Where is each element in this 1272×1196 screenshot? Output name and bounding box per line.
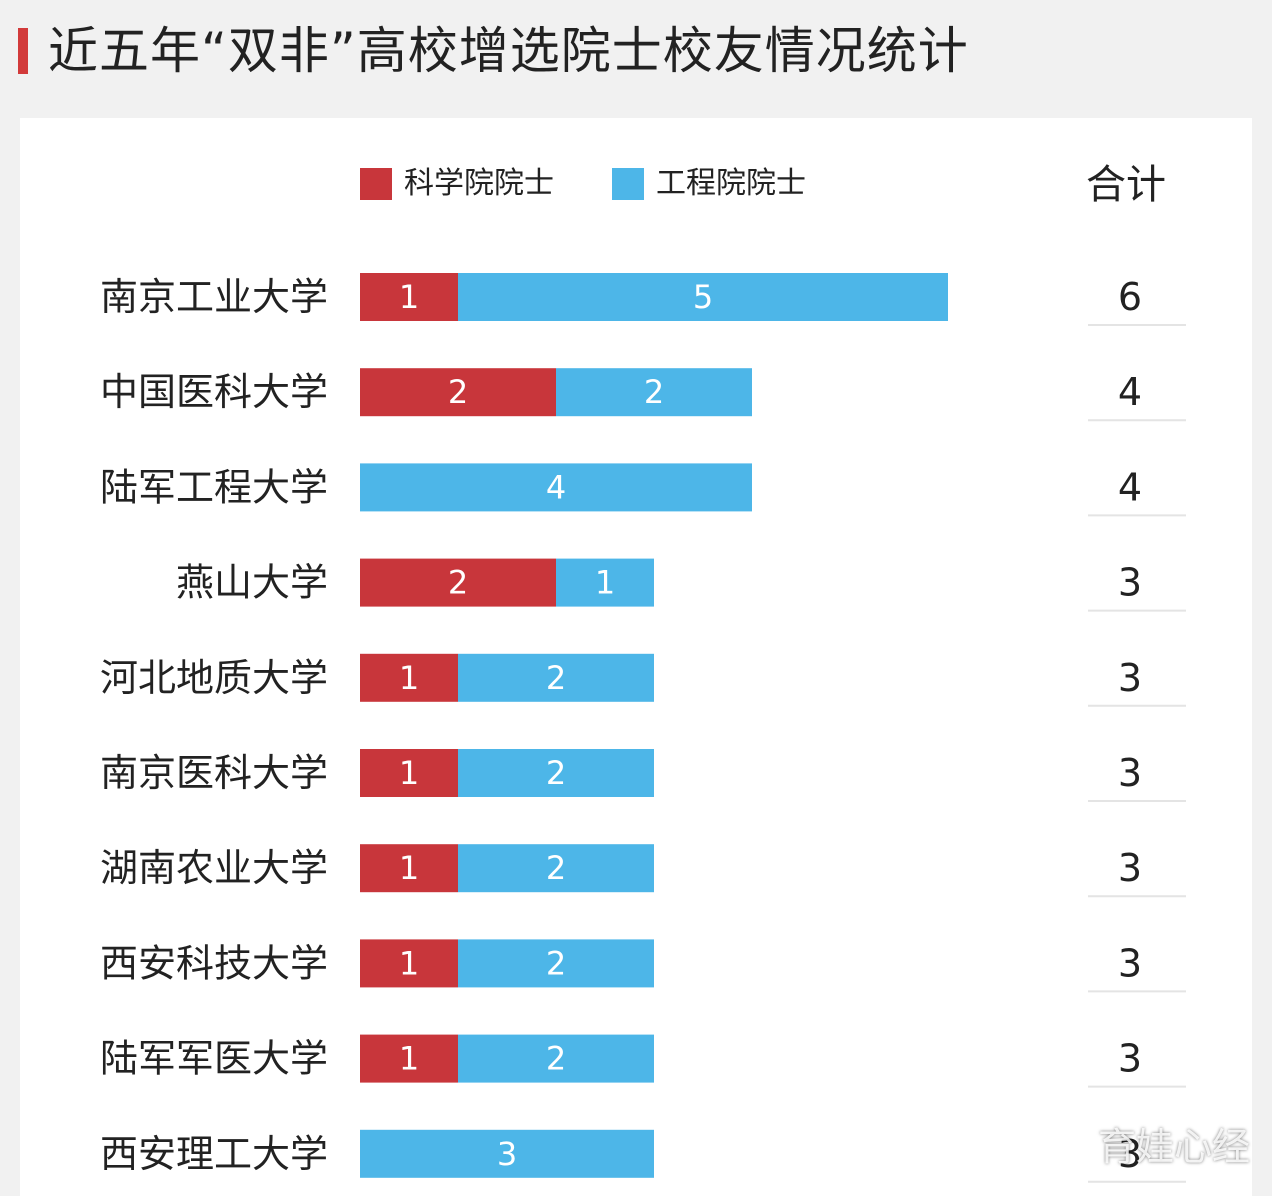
- category-label: 陆军军医大学: [100, 1037, 328, 1081]
- bar-engineering: [458, 273, 948, 321]
- legend-label-science: 科学院院士: [404, 166, 554, 201]
- bar-value-label: 3: [497, 1135, 517, 1173]
- bar-engineering: [458, 939, 654, 988]
- bar-science: [360, 844, 458, 893]
- bar-engineering: [556, 558, 654, 607]
- bar-value-label: 1: [399, 278, 419, 316]
- bar-value-label: 1: [399, 944, 419, 982]
- bar-value-label: 1: [399, 849, 419, 887]
- bar-value-label: 4: [546, 468, 566, 506]
- bar-value-label: 1: [399, 1040, 419, 1078]
- bar-engineering: [458, 653, 654, 702]
- bar-engineering: [458, 844, 654, 893]
- category-label: 湖南农业大学: [100, 846, 328, 890]
- bar-science: [360, 368, 556, 417]
- category-label: 燕山大学: [176, 561, 328, 605]
- bar-engineering: [458, 749, 654, 797]
- bar-science: [360, 749, 458, 797]
- legend-swatch-science: [360, 168, 392, 200]
- category-label: 南京工业大学: [100, 275, 328, 319]
- category-label: 西安科技大学: [100, 941, 328, 985]
- category-label: 陆军工程大学: [100, 465, 328, 509]
- bar-value-label: 2: [448, 373, 468, 411]
- bar-science: [360, 653, 458, 702]
- total-value: 3: [1118, 561, 1142, 605]
- title-accent-bar: [18, 28, 28, 74]
- bar-engineering: [556, 368, 752, 417]
- category-label: 西安理工大学: [100, 1132, 328, 1176]
- bar-science: [360, 939, 458, 988]
- category-label: 中国医科大学: [100, 370, 328, 414]
- total-value: 3: [1118, 656, 1142, 700]
- bar-value-label: 2: [546, 1040, 566, 1078]
- bar-engineering: [458, 1034, 654, 1083]
- bar-value-label: 5: [693, 278, 713, 316]
- legend-swatch-engineering: [612, 168, 644, 200]
- total-value: 3: [1118, 1132, 1142, 1176]
- bar-engineering: [360, 1129, 654, 1178]
- bar-value-label: 2: [546, 849, 566, 887]
- bar-value-label: 1: [399, 659, 419, 697]
- bar-science: [360, 273, 458, 321]
- bar-value-label: 1: [595, 564, 615, 602]
- total-value: 3: [1118, 846, 1142, 890]
- bar-science: [360, 558, 556, 607]
- total-value: 4: [1118, 370, 1142, 414]
- total-value: 3: [1118, 941, 1142, 985]
- bar-value-label: 2: [546, 659, 566, 697]
- total-value: 3: [1118, 1037, 1142, 1081]
- category-label: 南京医科大学: [100, 751, 328, 795]
- watermark: 育娃心经: [1097, 1125, 1250, 1169]
- bar-value-label: 2: [448, 564, 468, 602]
- category-label: 河北地质大学: [100, 656, 328, 700]
- legend-label-engineering: 工程院院士: [656, 166, 806, 201]
- bar-value-label: 1: [399, 754, 419, 792]
- chart-title: 近五年“双非”高校增选院士校友情况统计: [48, 22, 969, 80]
- total-value: 3: [1118, 751, 1142, 795]
- bar-science: [360, 1034, 458, 1083]
- bar-value-label: 2: [644, 373, 664, 411]
- totals-header: 合计: [1086, 162, 1166, 208]
- total-value: 6: [1118, 275, 1142, 319]
- bar-engineering: [360, 463, 752, 512]
- total-value: 4: [1118, 465, 1142, 509]
- bar-value-label: 2: [546, 944, 566, 982]
- bar-value-label: 2: [546, 754, 566, 792]
